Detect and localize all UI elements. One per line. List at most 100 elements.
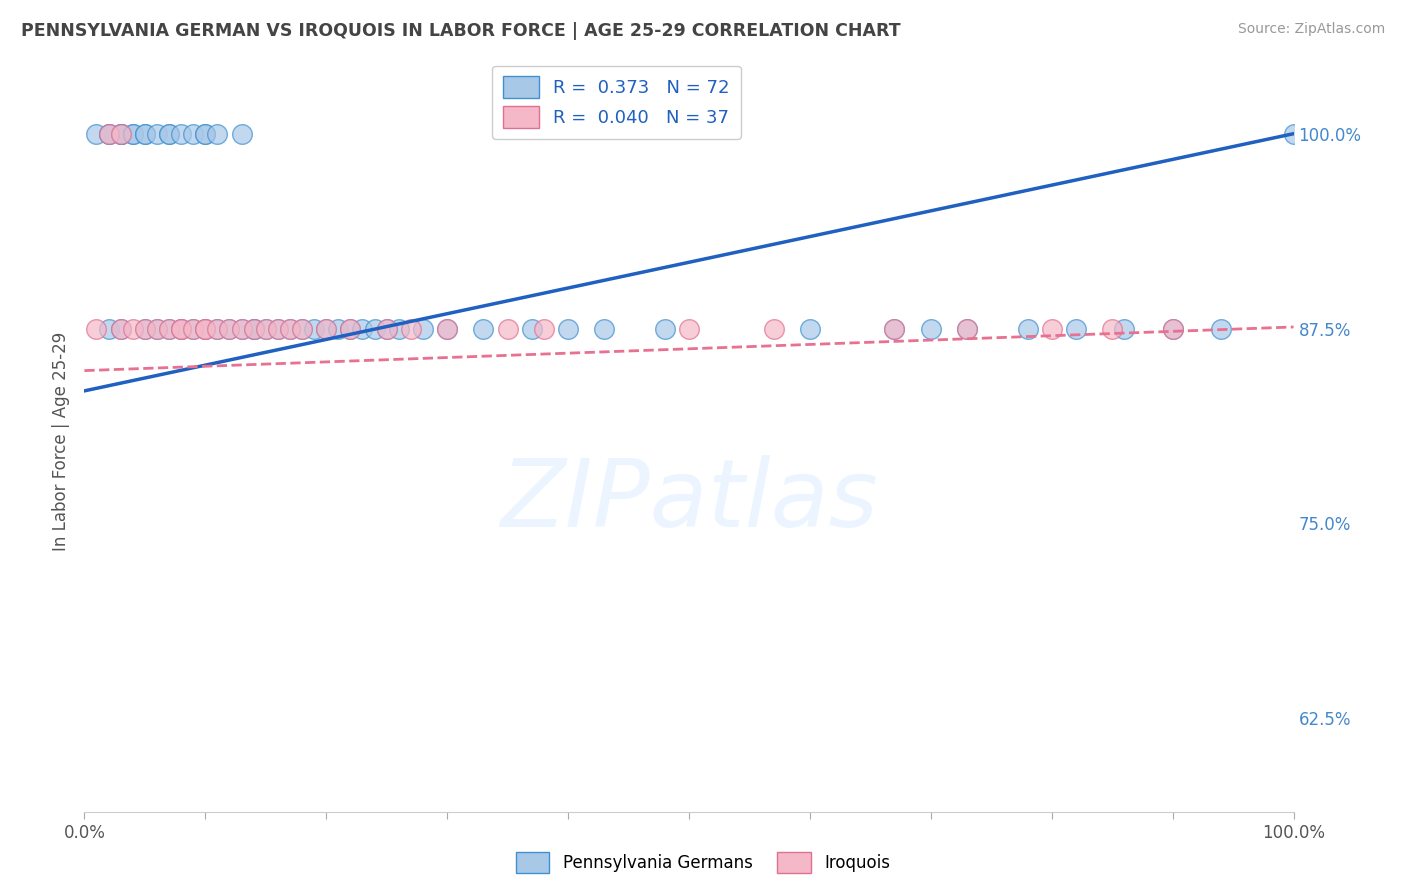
Point xyxy=(291,321,314,335)
Point xyxy=(194,321,217,335)
Point xyxy=(157,321,180,335)
Point xyxy=(363,321,385,335)
Point xyxy=(302,321,325,335)
Point xyxy=(181,321,204,335)
Text: PENNSYLVANIA GERMAN VS IROQUOIS IN LABOR FORCE | AGE 25-29 CORRELATION CHART: PENNSYLVANIA GERMAN VS IROQUOIS IN LABOR… xyxy=(21,22,901,40)
Point xyxy=(157,127,180,141)
Point xyxy=(328,321,350,335)
Point xyxy=(956,321,979,335)
Point xyxy=(267,321,290,335)
Point xyxy=(339,321,361,335)
Point xyxy=(121,127,143,141)
Point xyxy=(134,321,156,335)
Point xyxy=(218,321,240,335)
Point xyxy=(520,321,543,335)
Point xyxy=(267,321,290,335)
Point xyxy=(207,321,229,335)
Point xyxy=(110,127,132,141)
Point xyxy=(436,321,458,335)
Point xyxy=(170,321,193,335)
Point xyxy=(97,127,120,141)
Y-axis label: In Labor Force | Age 25-29: In Labor Force | Age 25-29 xyxy=(52,332,70,551)
Point xyxy=(146,127,169,141)
Point xyxy=(242,321,264,335)
Point xyxy=(1101,321,1123,335)
Point xyxy=(883,321,905,335)
Text: ZIPatlas: ZIPatlas xyxy=(501,455,877,546)
Point xyxy=(231,127,253,141)
Point xyxy=(533,321,555,335)
Point xyxy=(412,321,434,335)
Point xyxy=(170,127,193,141)
Legend: Pennsylvania Germans, Iroquois: Pennsylvania Germans, Iroquois xyxy=(509,846,897,880)
Point xyxy=(254,321,277,335)
Point xyxy=(170,321,193,335)
Point xyxy=(110,127,132,141)
Point xyxy=(920,321,942,335)
Point xyxy=(1114,321,1136,335)
Point xyxy=(181,321,204,335)
Point xyxy=(207,321,229,335)
Point xyxy=(1161,321,1184,335)
Point xyxy=(278,321,301,335)
Point xyxy=(352,321,374,335)
Point xyxy=(1209,321,1232,335)
Point xyxy=(231,321,253,335)
Point xyxy=(436,321,458,335)
Point xyxy=(242,321,264,335)
Point xyxy=(799,321,821,335)
Point xyxy=(231,321,253,335)
Point xyxy=(654,321,676,335)
Point xyxy=(291,321,314,335)
Point xyxy=(146,321,169,335)
Point xyxy=(134,321,156,335)
Point xyxy=(194,127,217,141)
Point xyxy=(218,321,240,335)
Point xyxy=(496,321,519,335)
Point xyxy=(1282,127,1305,141)
Point xyxy=(1040,321,1063,335)
Point xyxy=(194,321,217,335)
Point xyxy=(762,321,785,335)
Point xyxy=(110,321,132,335)
Point xyxy=(121,321,143,335)
Point xyxy=(1017,321,1039,335)
Point xyxy=(375,321,398,335)
Point xyxy=(194,321,217,335)
Point xyxy=(1161,321,1184,335)
Point xyxy=(883,321,905,335)
Point xyxy=(1064,321,1087,335)
Point xyxy=(110,321,132,335)
Point xyxy=(388,321,411,335)
Point xyxy=(375,321,398,335)
Point xyxy=(181,127,204,141)
Point xyxy=(86,321,108,335)
Point xyxy=(242,321,264,335)
Point xyxy=(170,321,193,335)
Point xyxy=(134,127,156,141)
Point xyxy=(157,321,180,335)
Text: Source: ZipAtlas.com: Source: ZipAtlas.com xyxy=(1237,22,1385,37)
Legend: R =  0.373   N = 72, R =  0.040   N = 37: R = 0.373 N = 72, R = 0.040 N = 37 xyxy=(492,66,741,138)
Point xyxy=(121,127,143,141)
Point xyxy=(593,321,616,335)
Point xyxy=(86,127,108,141)
Point xyxy=(97,321,120,335)
Point xyxy=(97,127,120,141)
Point xyxy=(157,127,180,141)
Point xyxy=(134,127,156,141)
Point xyxy=(339,321,361,335)
Point xyxy=(110,127,132,141)
Point xyxy=(315,321,337,335)
Point xyxy=(472,321,495,335)
Point xyxy=(110,127,132,141)
Point xyxy=(399,321,422,335)
Point xyxy=(97,127,120,141)
Point xyxy=(557,321,579,335)
Point xyxy=(678,321,700,335)
Point xyxy=(956,321,979,335)
Point xyxy=(278,321,301,335)
Point xyxy=(194,127,217,141)
Point xyxy=(254,321,277,335)
Point xyxy=(207,127,229,141)
